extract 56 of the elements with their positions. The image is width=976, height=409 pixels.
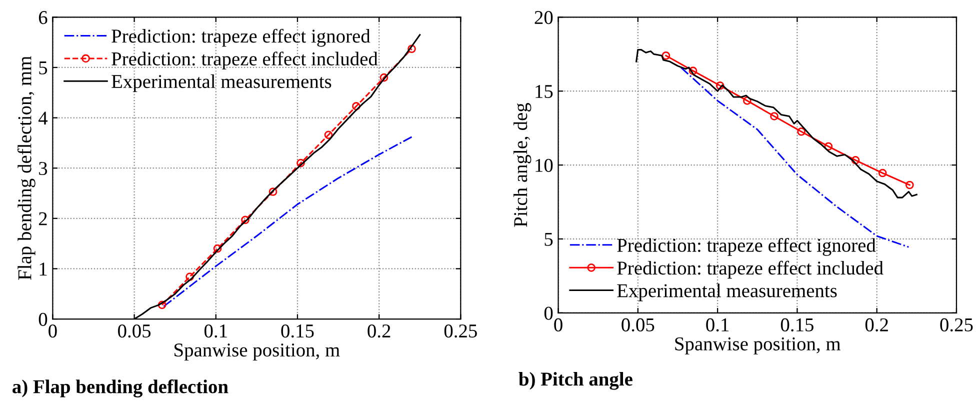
legend-label: Prediction: trapeze effect ignored	[112, 28, 370, 47]
x-tick-label: 0.15	[780, 318, 814, 332]
legend-label: Prediction: trapeze effect included	[617, 260, 884, 279]
y-tick-label: 4	[38, 112, 48, 125]
x-tick-label: 0.25	[444, 324, 477, 338]
y-tick-label: 0	[544, 306, 553, 320]
legend-label: Prediction: trapeze effect included	[112, 52, 378, 70]
y-tick-label: 1	[40, 262, 47, 276]
x-tick-label: 0.05	[622, 318, 654, 332]
legend-label: Prediction: trapeze effect ignored	[617, 238, 876, 256]
y-tick-label: 20	[534, 10, 553, 24]
legend-label: Experimental measurements	[617, 284, 837, 302]
x-tick-label: 0.1	[706, 318, 729, 332]
point	[878, 168, 887, 178]
y-tick-label: 2	[38, 212, 47, 226]
y-tick-label: 15	[536, 85, 553, 98]
y-tick-label: 6	[38, 11, 48, 24]
point	[324, 130, 333, 140]
text: b) Pitch angle	[518, 372, 632, 390]
point	[352, 102, 360, 110]
point	[241, 216, 250, 224]
y-axis-title: Pitch angle, deg	[514, 103, 532, 227]
x-axis-title: Spanwise position, m	[675, 337, 841, 354]
point	[158, 300, 166, 310]
text: a) Flap bending deflection	[12, 379, 228, 398]
x-tick-label: 0	[48, 324, 57, 338]
x-tick-label: 0.25	[940, 318, 973, 332]
x-axis-title: Spanwise position, m	[174, 344, 340, 361]
point	[770, 112, 778, 120]
point	[851, 156, 860, 164]
legend-label: Experimental measurements	[112, 74, 332, 92]
x-tick-label: 0.05	[118, 324, 151, 338]
point	[797, 127, 806, 136]
x-tick-label: 0.2	[368, 324, 390, 338]
point	[186, 272, 194, 281]
y-tick-label: 3	[39, 162, 48, 176]
point	[743, 96, 752, 105]
point	[268, 188, 278, 196]
point	[213, 244, 222, 253]
point	[380, 73, 388, 82]
x-tick-label: 0.15	[281, 324, 314, 338]
point	[824, 142, 833, 151]
point	[408, 44, 416, 54]
y-tick-label: 5	[544, 232, 553, 246]
point	[296, 158, 305, 168]
y-tick-label: 5	[39, 62, 48, 74]
point	[688, 66, 698, 76]
x-tick-label: 0.1	[204, 324, 227, 338]
y-tick-label: 10	[536, 158, 553, 172]
x-tick-label: 0	[554, 318, 562, 332]
point	[662, 51, 670, 60]
point	[905, 180, 914, 190]
point	[716, 81, 724, 90]
line-series	[636, 48, 918, 198]
x-tick-label: 0.2	[865, 318, 888, 332]
y-axis-title: Flap bending deflection, mm	[17, 56, 36, 280]
